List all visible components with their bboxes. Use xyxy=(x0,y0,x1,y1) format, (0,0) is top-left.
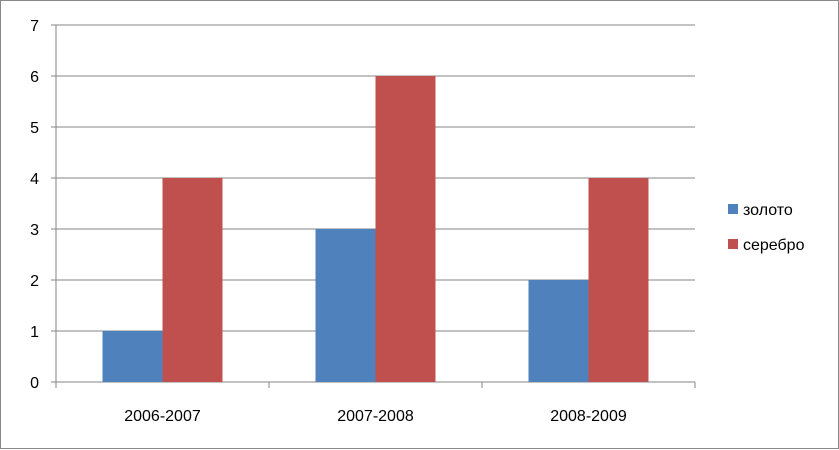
x-tick-label: 2008-2009 xyxy=(550,408,627,425)
legend-label: серебро xyxy=(743,237,805,254)
bar-serebro xyxy=(162,178,223,382)
y-tick-label: 0 xyxy=(30,375,39,392)
y-tick-label: 7 xyxy=(30,18,39,35)
legend: золото серебро xyxy=(728,202,805,254)
y-tick-label: 2 xyxy=(30,273,39,290)
legend-label: золото xyxy=(743,202,793,219)
y-tick-label: 5 xyxy=(30,120,39,137)
bar-zoloto xyxy=(315,229,376,382)
bar-zoloto xyxy=(102,331,163,382)
x-tick-label: 2007-2008 xyxy=(337,408,414,425)
y-tick-label: 1 xyxy=(30,324,39,341)
bar-serebro xyxy=(375,76,436,382)
y-tick-label: 6 xyxy=(30,69,39,86)
y-tick-labels: 0 1 2 3 4 5 6 7 xyxy=(30,18,39,392)
bar-serebro xyxy=(588,178,649,382)
legend-swatch xyxy=(728,239,738,249)
legend-swatch xyxy=(728,204,738,214)
x-tick-label: 2006-2007 xyxy=(124,408,201,425)
x-tick-labels: 2006-2007 2007-2008 2008-2009 xyxy=(124,408,627,425)
y-tick-label: 4 xyxy=(30,171,39,188)
bar-zoloto xyxy=(528,280,589,382)
bars xyxy=(102,76,649,382)
y-tick-label: 3 xyxy=(30,222,39,239)
